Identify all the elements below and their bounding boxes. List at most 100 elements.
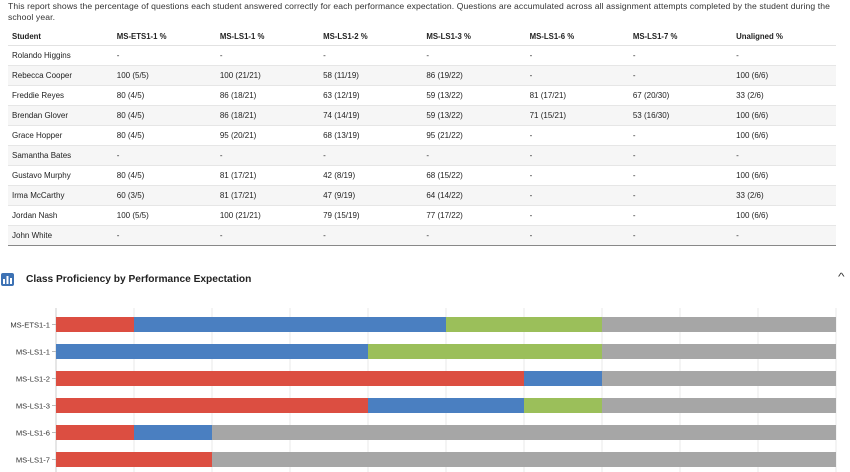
score-cell: 100 (6/6) (732, 125, 836, 146)
chart-category-label: MS-LS1-7 (16, 456, 50, 465)
student-name-cell: Brendan Glover (8, 105, 113, 126)
score-cell: - (628, 225, 733, 246)
score-cell: - (112, 225, 216, 246)
chart-bar-segment[interactable] (602, 398, 836, 413)
chart-bar-segment[interactable] (134, 425, 212, 440)
score-cell: - (525, 45, 629, 66)
score-cell: - (112, 45, 216, 66)
score-cell: 80 (4/5) (112, 85, 216, 106)
score-cell: 80 (4/5) (112, 125, 216, 146)
student-name-cell: John White (8, 225, 113, 246)
chart-bar-segment[interactable] (56, 371, 524, 386)
score-cell: 81 (17/21) (215, 165, 320, 186)
score-cell: - (525, 165, 629, 186)
chart-bar-segment[interactable] (602, 344, 836, 359)
table-row: John White - - - - - - - (8, 225, 836, 246)
chart-bar-segment[interactable] (524, 398, 602, 413)
score-cell: 60 (3/5) (112, 185, 216, 206)
score-cell: - (628, 205, 733, 226)
score-cell: 95 (20/21) (215, 125, 320, 146)
score-cell: - (732, 145, 836, 166)
chart-bar-segment[interactable] (56, 317, 134, 332)
chart-bar-segment[interactable] (56, 398, 368, 413)
class-proficiency-chart: MS-ETS1-1 MS-LS1-1 MS-LS1-2 MS-LS1-3 MS-LS1-… (10, 308, 837, 472)
chart-bar-segment[interactable] (524, 371, 602, 386)
score-cell: - (319, 225, 423, 246)
score-cell: 81 (17/21) (215, 185, 320, 206)
score-cell: 53 (16/30) (628, 105, 733, 126)
column-header: MS-LS1-1 % (215, 27, 320, 46)
chart-bar-segment[interactable] (602, 317, 836, 332)
student-name-cell: Freddie Reyes (8, 85, 113, 106)
score-cell: 86 (18/21) (215, 85, 320, 106)
score-cell: - (628, 145, 733, 166)
score-cell: 58 (11/19) (319, 65, 423, 86)
table-row: Gustavo Murphy 80 (4/5) 81 (17/21) 42 (8/19… (8, 165, 836, 186)
chart-bar-segment[interactable] (446, 317, 602, 332)
column-header: MS-LS1-7 % (628, 27, 733, 46)
score-cell: - (732, 225, 836, 246)
score-cell: - (525, 185, 629, 206)
score-cell: - (628, 65, 733, 86)
score-cell: - (422, 145, 526, 166)
score-cell: - (319, 45, 423, 66)
score-cell: - (525, 225, 629, 246)
chart-category-label: MS-LS1-6 (16, 429, 50, 438)
table-header-row: Student MS-ETS1-1 % MS-LS1-1 % MS-LS1-2 % MS… (8, 27, 836, 46)
table-row: Rolando Higgins - - - - - - - (8, 45, 836, 66)
score-cell: 59 (13/22) (422, 85, 526, 106)
score-cell: 81 (17/21) (525, 85, 629, 106)
score-cell: 100 (21/21) (215, 205, 320, 226)
chart-bar-segment[interactable] (212, 452, 836, 467)
column-header: MS-LS1-3 % (422, 27, 526, 46)
chart-bar-segment[interactable] (56, 425, 134, 440)
class-proficiency-section-header[interactable]: Class Proficiency by Performance Expecta… (0, 270, 850, 290)
bar-chart-icon (1, 273, 14, 286)
chart-bar-segment[interactable] (368, 398, 524, 413)
student-name-cell: Samantha Bates (8, 145, 113, 166)
score-cell: 80 (4/5) (112, 105, 216, 126)
score-cell: 100 (6/6) (732, 205, 836, 226)
score-cell: 67 (20/30) (628, 85, 733, 106)
score-cell: - (112, 145, 216, 166)
score-cell: 42 (8/19) (319, 165, 423, 186)
score-cell: - (628, 165, 733, 186)
student-results-table: Student MS-ETS1-1 % MS-LS1-1 % MS-LS1-2 % MS… (8, 27, 836, 246)
chart-bar-segment[interactable] (212, 425, 836, 440)
score-cell: 77 (17/22) (422, 205, 526, 226)
column-header: MS-ETS1-1 % (112, 27, 216, 46)
score-cell: - (732, 45, 836, 66)
score-cell: 59 (13/22) (422, 105, 526, 126)
score-cell: 100 (5/5) (112, 65, 216, 86)
student-name-cell: Jordan Nash (8, 205, 113, 226)
student-name-cell: Gustavo Murphy (8, 165, 113, 186)
score-cell: - (525, 145, 629, 166)
score-cell: 100 (21/21) (215, 65, 320, 86)
chart-bar-segment[interactable] (602, 371, 836, 386)
score-cell: 95 (21/22) (422, 125, 526, 146)
chart-bar-segment[interactable] (368, 344, 602, 359)
chart-bar-segment[interactable] (56, 452, 212, 467)
column-header: Unaligned % (732, 27, 836, 46)
table-row: Rebecca Cooper 100 (5/5) 100 (21/21) 58 (11… (8, 65, 836, 86)
score-cell: 86 (19/22) (422, 65, 526, 86)
chevron-up-icon[interactable]: ^ (838, 272, 845, 283)
table-body: Rolando Higgins - - - - - - - Rebecca Cooper 100 … (8, 45, 836, 246)
score-cell: 100 (6/6) (732, 105, 836, 126)
score-cell: - (215, 145, 320, 166)
score-cell: 47 (9/19) (319, 185, 423, 206)
chart-bar-segment[interactable] (56, 344, 368, 359)
student-name-cell: Rolando Higgins (8, 45, 113, 66)
score-cell: 86 (18/21) (215, 105, 320, 126)
score-cell: - (215, 225, 320, 246)
score-cell: - (319, 145, 423, 166)
score-cell: 100 (6/6) (732, 65, 836, 86)
score-cell: 68 (15/22) (422, 165, 526, 186)
student-name-cell: Irma McCarthy (8, 185, 113, 206)
chart-bar-segment[interactable] (134, 317, 446, 332)
score-cell: 80 (4/5) (112, 165, 216, 186)
score-cell: - (525, 65, 629, 86)
score-cell: - (628, 125, 733, 146)
score-cell: 33 (2/6) (732, 85, 836, 106)
report-description: This report shows the percentage of ques… (8, 1, 830, 22)
